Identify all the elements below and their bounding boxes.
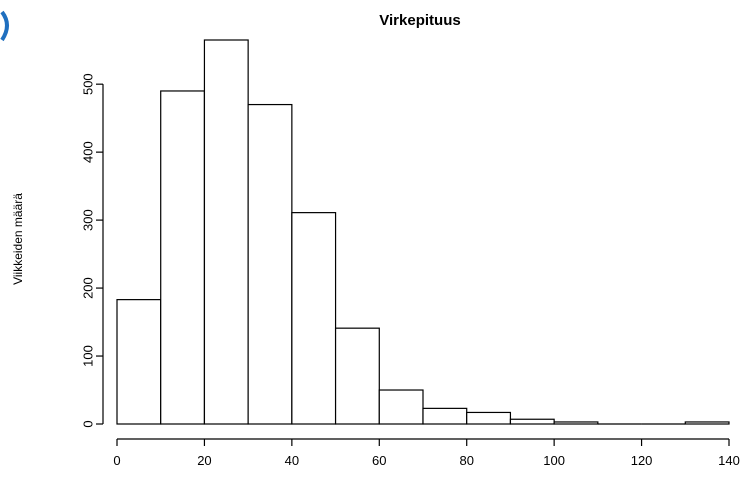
x-tick-label: 140: [718, 453, 740, 468]
x-tick-label: 120: [631, 453, 653, 468]
y-tick-label: 200: [80, 277, 95, 299]
y-tick-label: 400: [80, 141, 95, 163]
x-tick-label: 100: [543, 453, 565, 468]
x-tick-label: 0: [113, 453, 120, 468]
histogram-bar: [466, 411, 512, 425]
histogram-bar: [160, 90, 206, 425]
histogram-bar: [509, 418, 555, 425]
y-tick-label: 100: [80, 345, 95, 367]
histogram-bar: [553, 421, 599, 425]
x-tick-label: 60: [372, 453, 386, 468]
y-tick-label: 300: [80, 209, 95, 231]
histogram-bar: [116, 299, 162, 425]
y-axis-label: Viikkeiden määrä: [11, 193, 25, 285]
y-tick-label: 500: [80, 73, 95, 95]
histogram-bar: [422, 407, 468, 425]
corner-decoration-arc: [0, 10, 9, 42]
x-tick-label: 20: [197, 453, 211, 468]
x-tick-label: 40: [285, 453, 299, 468]
bars-group: [116, 39, 730, 425]
y-tick-label: 0: [80, 420, 95, 427]
chart-title: Virkepituus: [379, 12, 460, 29]
histogram-bar: [334, 327, 380, 425]
histogram-bar: [247, 103, 293, 425]
x-tick-label: 80: [459, 453, 473, 468]
histogram-bar: [203, 39, 249, 425]
histogram-bar: [291, 212, 337, 425]
histogram-bar: [378, 389, 424, 425]
histogram-bar: [684, 421, 730, 425]
y-axis: 0 100 200 300 400 500: [80, 73, 104, 428]
x-axis: 0 20 40 60 80 100 120 140: [113, 438, 740, 468]
